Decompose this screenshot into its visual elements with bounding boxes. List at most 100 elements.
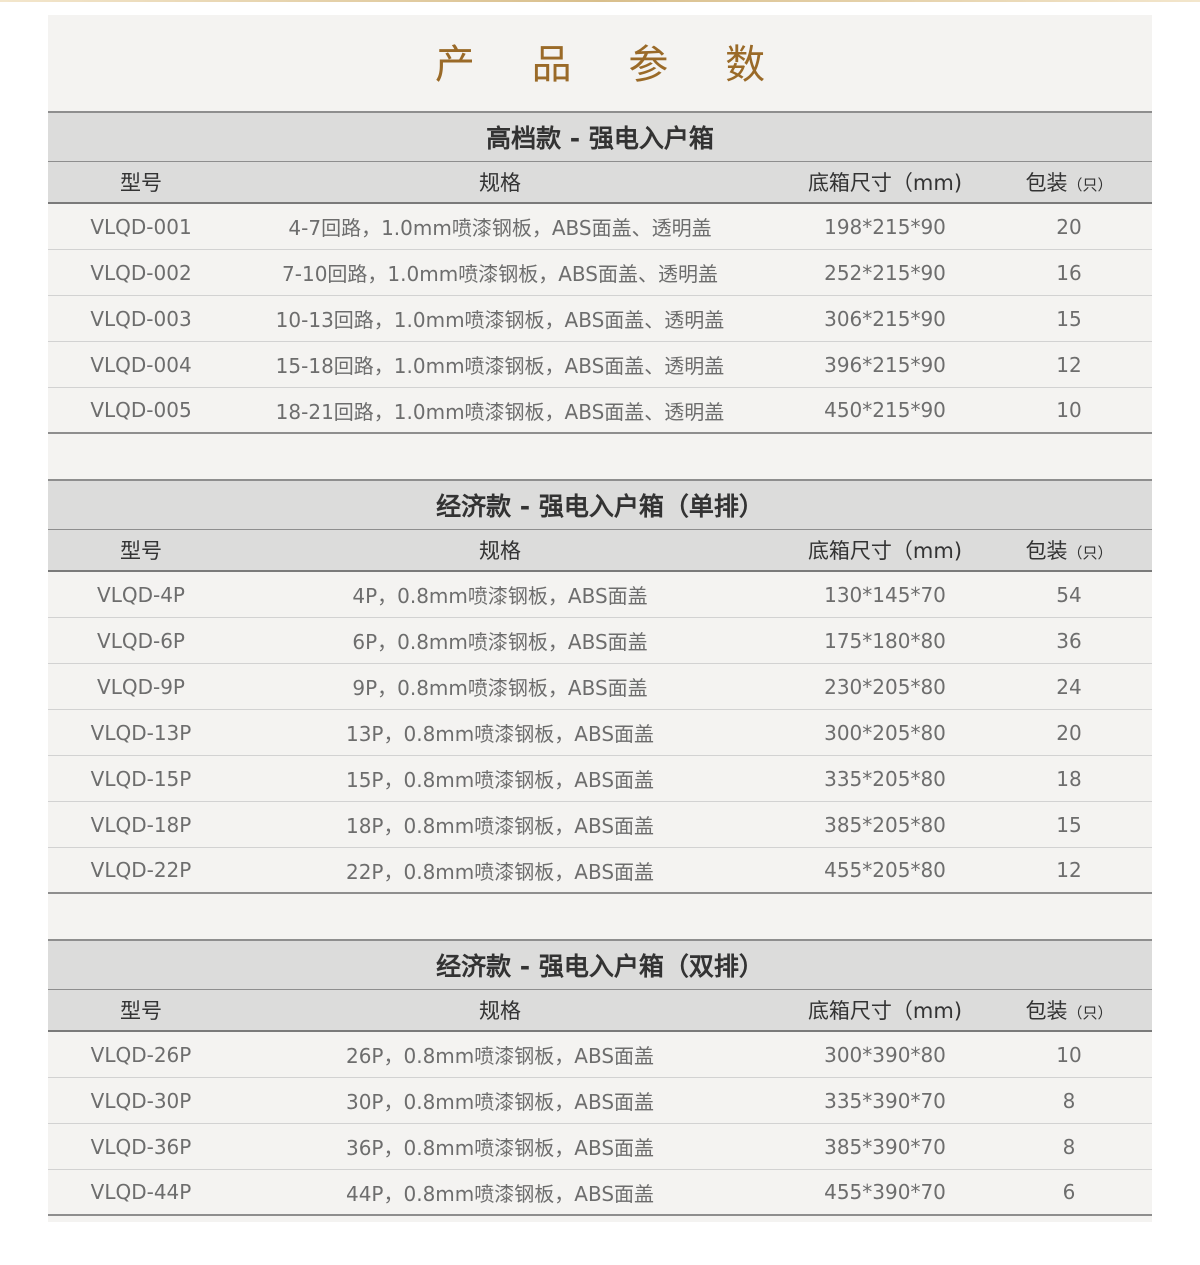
cell-pack: 15 [1056, 306, 1082, 331]
cell-model: VLQD-44P [90, 1180, 192, 1204]
header-size: 底箱尺寸（mm) [807, 171, 963, 195]
header-pack-label: 包装 [1025, 999, 1068, 1023]
cell-pack: 16 [1056, 260, 1082, 285]
cell-size: 306*215*90 [824, 306, 946, 331]
table-header: 型号 规格 底箱尺寸（mm) 包装（只） [48, 162, 1152, 204]
header-spec: 规格 [479, 171, 521, 195]
cell-model: VLQD-9P [97, 674, 185, 699]
cell-pack: 20 [1056, 720, 1082, 745]
cell-pack: 12 [1056, 352, 1082, 377]
section-title: 经济款 - 强电入户箱（单排） [48, 479, 1152, 530]
cell-model: VLQD-4P [97, 582, 185, 607]
cell-pack: 36 [1056, 628, 1082, 653]
header-size: 底箱尺寸（mm) [807, 999, 963, 1023]
cell-spec: 15-18回路，1.0mm喷漆钢板，ABS面盖、透明盖 [275, 354, 725, 378]
cell-size: 230*205*80 [824, 674, 946, 699]
params-panel: 产 品 参 数 高档款 - 强电入户箱 型号 规格 底箱尺寸（mm) 包装（只） VLQD… [48, 15, 1152, 1222]
cell-size: 335*205*80 [824, 766, 946, 791]
cell-model: VLQD-36P [90, 1134, 192, 1159]
top-accent-line [0, 0, 1200, 2]
table-row: VLQD-30P 30P，0.8mm喷漆钢板，ABS面盖 335*390*70 8 [48, 1078, 1152, 1124]
table-row: VLQD-13P 13P，0.8mm喷漆钢板，ABS面盖 300*205*80 20 [48, 710, 1152, 756]
header-spec: 规格 [479, 539, 521, 563]
cell-spec: 6P，0.8mm喷漆钢板，ABS面盖 [352, 630, 648, 654]
cell-model: VLQD-30P [90, 1088, 192, 1113]
table-row: VLQD-44P 44P，0.8mm喷漆钢板，ABS面盖 455*390*70 6 [48, 1170, 1152, 1216]
spec-table: 经济款 - 强电入户箱（单排） 型号 规格 底箱尺寸（mm) 包装（只） VLQD-4P 4… [48, 479, 1152, 894]
cell-pack: 54 [1056, 582, 1082, 607]
cell-model: VLQD-002 [90, 260, 192, 285]
table-row: VLQD-26P 26P，0.8mm喷漆钢板，ABS面盖 300*390*80 10 [48, 1032, 1152, 1078]
section-gap [48, 434, 1152, 479]
cell-spec: 22P，0.8mm喷漆钢板，ABS面盖 [345, 859, 655, 884]
sections: 高档款 - 强电入户箱 型号 规格 底箱尺寸（mm) 包装（只） VLQD-001 4-7回… [48, 111, 1152, 1216]
header-size: 底箱尺寸（mm) [807, 539, 963, 563]
spec-table: 经济款 - 强电入户箱（双排） 型号 规格 底箱尺寸（mm) 包装（只） VLQD-26P… [48, 939, 1152, 1216]
cell-size: 385*205*80 [824, 812, 946, 837]
cell-spec: 30P，0.8mm喷漆钢板，ABS面盖 [345, 1090, 655, 1114]
section-title: 经济款 - 强电入户箱（双排） [48, 939, 1152, 990]
table-row: VLQD-36P 36P，0.8mm喷漆钢板，ABS面盖 385*390*70 8 [48, 1124, 1152, 1170]
cell-spec: 4-7回路，1.0mm喷漆钢板，ABS面盖、透明盖 [288, 216, 712, 240]
cell-size: 396*215*90 [824, 352, 946, 377]
table-row: VLQD-6P 6P，0.8mm喷漆钢板，ABS面盖 175*180*80 36 [48, 618, 1152, 664]
cell-model: VLQD-26P [90, 1042, 192, 1067]
cell-model: VLQD-22P [90, 858, 192, 882]
spec-table: 高档款 - 强电入户箱型号 规格 底箱尺寸（mm) 包装（只） VLQD-001 4-7回… [48, 111, 1152, 434]
table-row: VLQD-9P 9P，0.8mm喷漆钢板，ABS面盖 230*205*80 24 [48, 664, 1152, 710]
cell-pack: 10 [1056, 398, 1082, 422]
cell-size: 300*205*80 [824, 720, 946, 745]
cell-model: VLQD-001 [90, 214, 192, 239]
cell-size: 455*205*80 [824, 858, 946, 882]
cell-pack: 20 [1056, 214, 1082, 239]
cell-spec: 18P，0.8mm喷漆钢板，ABS面盖 [345, 814, 655, 838]
cell-model: VLQD-13P [90, 720, 192, 745]
header-pack-unit: （只） [1067, 176, 1113, 194]
cell-pack: 12 [1056, 858, 1082, 882]
header-pack: 包装（只） [1014, 995, 1124, 1025]
table-row: VLQD-005 18-21回路，1.0mm喷漆钢板，ABS面盖、透明盖 450*2… [48, 388, 1152, 434]
table-row: VLQD-18P 18P，0.8mm喷漆钢板，ABS面盖 385*205*80 15 [48, 802, 1152, 848]
cell-size: 198*215*90 [824, 214, 946, 239]
page-title: 产 品 参 数 [434, 42, 788, 88]
table-row: VLQD-001 4-7回路，1.0mm喷漆钢板，ABS面盖、透明盖 198*215… [48, 204, 1152, 250]
table-header: 型号 规格 底箱尺寸（mm) 包装（只） [48, 530, 1152, 572]
cell-model: VLQD-004 [90, 352, 192, 377]
cell-spec: 15P，0.8mm喷漆钢板，ABS面盖 [345, 768, 655, 792]
cell-spec: 44P，0.8mm喷漆钢板，ABS面盖 [345, 1181, 655, 1206]
header-model: 型号 [120, 171, 162, 195]
cell-pack: 10 [1056, 1042, 1082, 1067]
cell-size: 450*215*90 [824, 398, 946, 422]
header-pack-unit: （只） [1067, 544, 1113, 562]
cell-spec: 26P，0.8mm喷漆钢板，ABS面盖 [345, 1044, 655, 1068]
table-row: VLQD-4P 4P，0.8mm喷漆钢板，ABS面盖 130*145*70 54 [48, 572, 1152, 618]
cell-model: VLQD-15P [90, 766, 192, 791]
header-model: 型号 [120, 999, 162, 1023]
table-row: VLQD-15P 15P，0.8mm喷漆钢板，ABS面盖 335*205*80 18 [48, 756, 1152, 802]
cell-pack: 8 [1062, 1088, 1076, 1113]
section-title: 高档款 - 强电入户箱 [48, 111, 1152, 162]
cell-spec: 10-13回路，1.0mm喷漆钢板，ABS面盖、透明盖 [275, 308, 725, 332]
cell-pack: 18 [1056, 766, 1082, 791]
header-pack-unit: （只） [1067, 1004, 1113, 1022]
cell-size: 175*180*80 [824, 628, 946, 653]
cell-pack: 6 [1062, 1180, 1076, 1204]
table-header: 型号 规格 底箱尺寸（mm) 包装（只） [48, 990, 1152, 1032]
cell-model: VLQD-6P [97, 628, 185, 653]
header-model: 型号 [120, 539, 162, 563]
section-gap [48, 894, 1152, 939]
cell-size: 300*390*80 [824, 1042, 946, 1067]
cell-spec: 18-21回路，1.0mm喷漆钢板，ABS面盖、透明盖 [275, 399, 725, 424]
cell-size: 455*390*70 [824, 1180, 946, 1204]
header-pack-label: 包装 [1025, 171, 1068, 195]
cell-size: 130*145*70 [824, 582, 946, 607]
table-row: VLQD-002 7-10回路，1.0mm喷漆钢板，ABS面盖、透明盖 252*21… [48, 250, 1152, 296]
cell-model: VLQD-003 [90, 306, 192, 331]
cell-pack: 15 [1056, 812, 1082, 837]
header-pack: 包装（只） [1014, 167, 1124, 197]
cell-spec: 13P，0.8mm喷漆钢板，ABS面盖 [345, 722, 655, 746]
cell-pack: 8 [1062, 1134, 1076, 1159]
cell-spec: 36P，0.8mm喷漆钢板，ABS面盖 [345, 1136, 655, 1160]
header-spec: 规格 [479, 999, 521, 1023]
header-pack-label: 包装 [1025, 539, 1068, 563]
